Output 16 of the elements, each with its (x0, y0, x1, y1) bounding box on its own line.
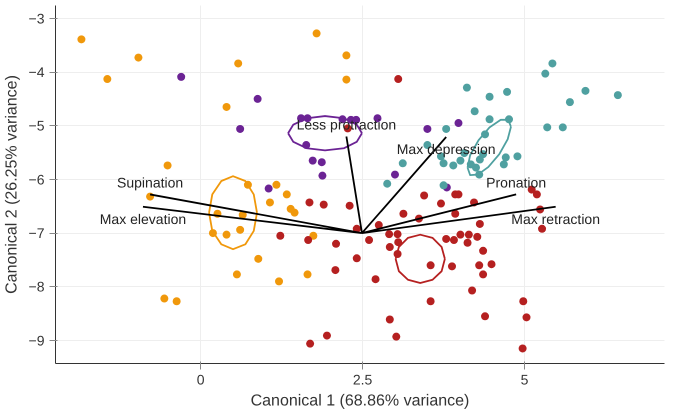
x-tick-label: 5 (520, 372, 529, 388)
annotation: Supination (117, 174, 184, 190)
y-tick-label: −5 (28, 118, 45, 134)
y-tick-label: −6 (28, 171, 45, 188)
y-tick-label: −4 (28, 64, 45, 80)
y-axis-title: Canonical 2 (26.25% variance) (4, 75, 21, 294)
x-tick-label: 2.5 (352, 372, 373, 388)
y-tick-label: −3 (28, 10, 45, 26)
y-tick-label: −8 (28, 278, 45, 295)
y-tick-label: −9 (28, 332, 45, 348)
y-tick-label: −7 (28, 225, 45, 242)
x-tick-label: 0 (196, 372, 205, 388)
annotation: Max retraction (511, 210, 600, 227)
annotation: Pronation (486, 174, 546, 190)
annotation: Max elevation (100, 210, 186, 227)
x-axis-title: Canonical 1 (68.86% variance) (250, 392, 470, 410)
